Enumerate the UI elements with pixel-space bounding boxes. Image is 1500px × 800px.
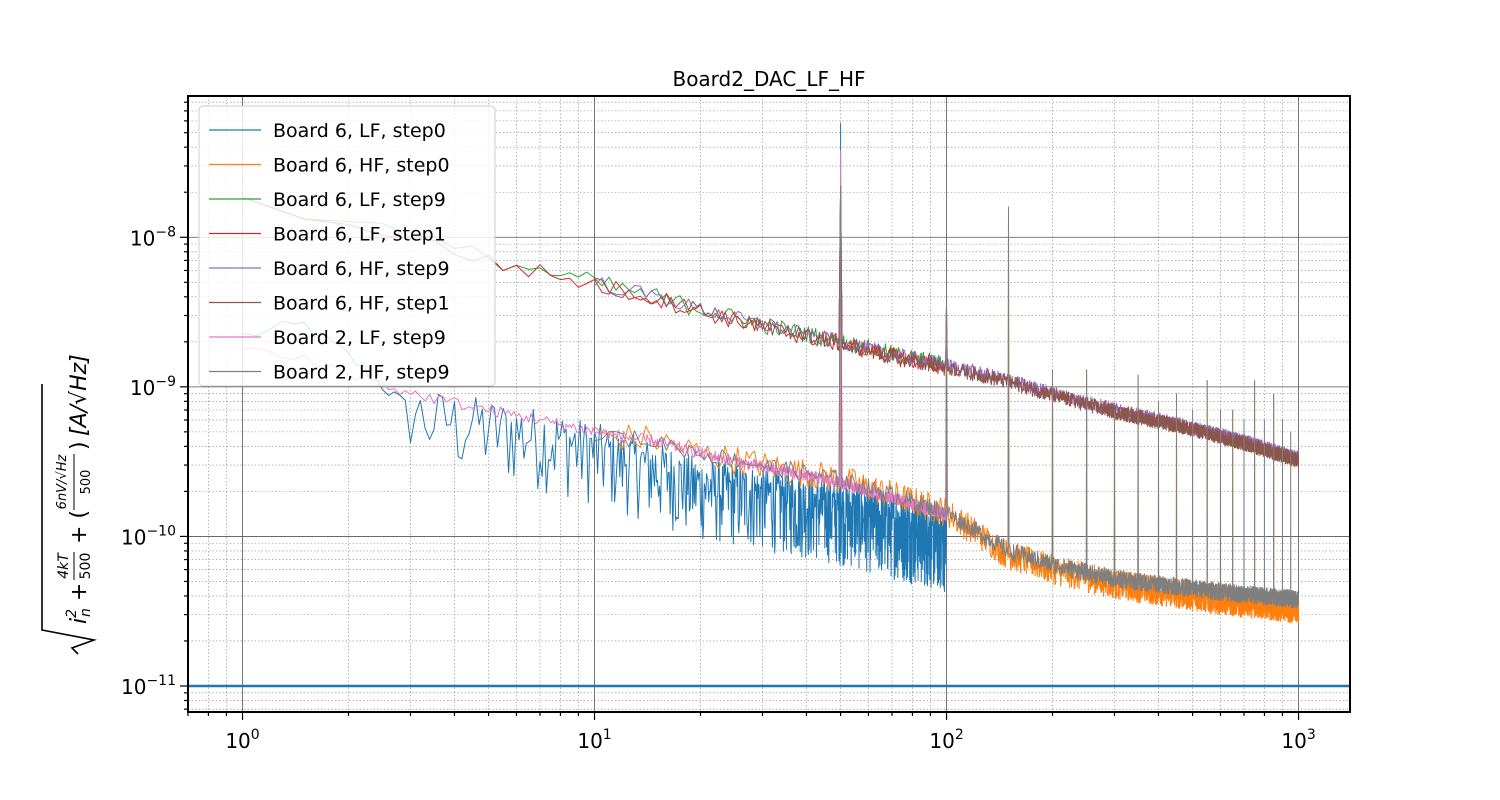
legend-label: Board 6, HF, step1 bbox=[273, 293, 450, 315]
fraction-denominator: 500 bbox=[79, 470, 94, 495]
legend-label: Board 2, HF, step9 bbox=[273, 362, 450, 384]
series-line-6 bbox=[594, 185, 1300, 468]
series-line-8 bbox=[594, 185, 1300, 609]
ticks bbox=[180, 101, 1300, 720]
legend: Board 6, LF, step0 Board 6, HF, step0 Boar… bbox=[198, 105, 496, 387]
paren-close: ) bbox=[67, 441, 92, 450]
legend-label: Board 6, HF, step0 bbox=[273, 155, 450, 177]
legend-label: Board 6, LF, step1 bbox=[273, 224, 446, 246]
fraction-numerator: 6nV/√Hz bbox=[55, 453, 70, 509]
legend-label: Board 6, LF, step9 bbox=[273, 189, 446, 211]
legend-label: Board 6, HF, step9 bbox=[273, 258, 450, 280]
chart-title: Board2_DAC_LF_HF bbox=[672, 67, 865, 91]
x-tick-label: 103 bbox=[1281, 727, 1315, 753]
x-tick-label: 100 bbox=[225, 727, 259, 753]
y-label-text: i2n + bbox=[64, 583, 94, 624]
plus-sign: + ( bbox=[67, 510, 92, 544]
y-axis-label: i2n + 4kT 500 + (6nV/√Hz 500) [A/√Hz] bbox=[41, 354, 97, 655]
y-tick-label: 10−11 bbox=[121, 673, 176, 699]
y-tick-label: 10−9 bbox=[130, 374, 176, 400]
y-tick-label: 10−8 bbox=[130, 224, 176, 250]
axes-frame bbox=[187, 95, 1351, 713]
x-tick-label: 102 bbox=[929, 727, 963, 753]
x-tick-label: 101 bbox=[577, 727, 611, 753]
plot-area: 100 101 102 103 10−11 10−10 10−9 10−8 Board2_DAC… bbox=[41, 67, 1351, 753]
sqrt-sign bbox=[41, 384, 97, 655]
legend-box bbox=[198, 105, 496, 387]
legend-label: Board 6, LF, step0 bbox=[273, 120, 446, 142]
legend-label: Board 2, LF, step9 bbox=[273, 327, 446, 349]
y-tick-label: 10−10 bbox=[121, 523, 176, 549]
series-line-3 bbox=[242, 185, 947, 373]
fraction-denominator: 500 bbox=[78, 553, 94, 580]
y-label-unit: [A/√Hz] bbox=[67, 354, 92, 436]
series-group bbox=[242, 122, 1300, 624]
fraction-numerator: 4kT bbox=[56, 552, 72, 579]
